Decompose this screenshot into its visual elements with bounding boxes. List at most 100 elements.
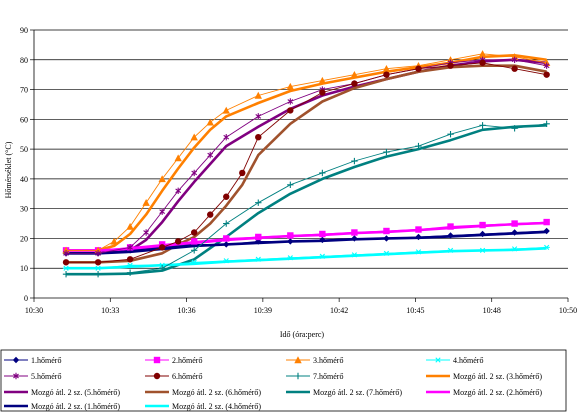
- data-point: [239, 169, 246, 177]
- data-point: [127, 244, 134, 251]
- data-point: [94, 265, 102, 271]
- data-point: [191, 259, 198, 265]
- data-point: [543, 227, 550, 235]
- x-tick-label: 10:50: [559, 306, 577, 315]
- series-line: [66, 123, 547, 275]
- y-tick-label: 10: [20, 264, 28, 273]
- data-point: [511, 56, 518, 63]
- data-point: [126, 222, 134, 230]
- legend-label: Mozgó átl. 2 sz. (2.hőmérő): [453, 388, 542, 397]
- series-mozgo-atl-2-sz-2-homero: [66, 221, 547, 252]
- series-7-homero: [62, 120, 550, 278]
- data-point: [223, 241, 230, 248]
- y-tick-label: 30: [20, 205, 28, 214]
- data-point: [254, 91, 262, 99]
- x-axis-title: Idő (óra:perc): [280, 330, 325, 339]
- series-layer: [62, 50, 551, 278]
- data-point: [62, 259, 70, 266]
- legend-entry: 4.hőmérő: [426, 356, 483, 365]
- legend-entry: 3.hőmérő: [286, 356, 343, 365]
- legend-label: Mozgó átl. 2 sz. (4.hőmérő): [172, 402, 261, 411]
- data-point: [447, 62, 454, 69]
- data-point: [287, 255, 294, 261]
- data-point: [511, 246, 518, 252]
- legend-entry: Mozgó átl. 2 sz. (2.hőmérő): [426, 388, 542, 397]
- y-axis-title: Hőmérséklet (°C): [4, 141, 13, 198]
- x-tick-label: 10:48: [483, 306, 501, 315]
- y-tick-label: 80: [20, 56, 28, 65]
- legend-label: 6.hőmérő: [172, 372, 202, 381]
- data-point: [174, 154, 182, 162]
- data-point: [158, 175, 166, 183]
- legend-label: 5.hőmérő: [31, 372, 61, 381]
- x-tick-label: 10:36: [177, 306, 195, 315]
- data-point: [351, 80, 358, 87]
- data-point: [63, 250, 69, 257]
- data-point: [479, 59, 486, 66]
- legend-label: 2.hőmérő: [172, 356, 202, 365]
- data-point: [383, 250, 390, 256]
- legend-label: Mozgó átl. 2 sz. (6.hőmérő): [172, 388, 261, 397]
- data-point: [447, 223, 454, 230]
- series-4-homero: [62, 244, 550, 271]
- legend-entry: 6.hőmérő: [145, 372, 202, 381]
- legend-entry: 7.hőmérő: [286, 372, 343, 381]
- data-point: [255, 134, 262, 141]
- data-point: [383, 227, 390, 235]
- x-tick-label: 10:45: [406, 306, 424, 315]
- data-point: [255, 256, 262, 262]
- data-point: [447, 131, 454, 138]
- legend-marker: [12, 356, 20, 364]
- data-point: [318, 76, 327, 84]
- data-point: [94, 259, 102, 266]
- data-point: [351, 157, 358, 165]
- y-tick-label: 20: [20, 234, 28, 243]
- data-point: [191, 238, 198, 245]
- data-point: [190, 133, 198, 141]
- data-point: [415, 233, 422, 241]
- data-point: [255, 199, 262, 206]
- data-point: [286, 82, 295, 90]
- legend-marker: [434, 357, 442, 363]
- data-point: [543, 120, 550, 127]
- legend-entry: Mozgó átl. 2 sz. (1.hőmérő): [4, 402, 120, 411]
- data-point: [479, 230, 486, 238]
- legend-entry: Mozgó átl. 2 sz. (7.hőmérő): [286, 388, 402, 397]
- x-tick-label: 10:30: [25, 306, 43, 315]
- data-point: [94, 270, 102, 278]
- data-point: [142, 199, 150, 206]
- data-point: [223, 258, 230, 264]
- data-point: [447, 247, 454, 253]
- y-tick-label: 40: [20, 175, 28, 184]
- data-point: [159, 208, 166, 215]
- data-point: [319, 230, 326, 238]
- data-point: [351, 235, 358, 242]
- series-line: [66, 221, 547, 251]
- data-point: [543, 71, 550, 78]
- legend: 1.hőmérő 2.hőmérő 3.hőmérő 4.hőmérő 5.hőmérő…: [4, 356, 542, 411]
- data-point: [447, 232, 454, 239]
- data-point: [543, 218, 550, 226]
- legend-entry: Mozgó átl. 2 sz. (3.hőmérő): [426, 372, 542, 381]
- data-point: [319, 89, 326, 96]
- legend-label: Mozgó átl. 2 sz. (1.hőmérő): [31, 402, 120, 411]
- data-point: [287, 107, 294, 114]
- data-point: [175, 187, 182, 194]
- data-point: [543, 62, 550, 69]
- tick-labels: 0 10 20 30 40 50 60 70 80 90 10:30 10:33 10:36 10:39 1…: [20, 26, 577, 315]
- data-point: [287, 98, 294, 105]
- legend-entry: Mozgó átl. 2 sz. (5.hőmérő): [4, 388, 120, 397]
- data-point: [206, 118, 214, 126]
- data-point: [126, 262, 134, 268]
- data-point: [287, 238, 294, 245]
- series-mozgo-atl-2-sz-3-homero: [66, 53, 547, 252]
- series-line: [66, 221, 547, 252]
- data-point: [511, 220, 518, 227]
- legend-entry: 5.hőmérő: [4, 372, 61, 381]
- y-tick-label: 60: [20, 115, 28, 124]
- data-point: [191, 169, 198, 177]
- data-point: [382, 65, 391, 72]
- data-point: [479, 122, 486, 129]
- series-line: [66, 246, 547, 269]
- data-point: [191, 247, 198, 254]
